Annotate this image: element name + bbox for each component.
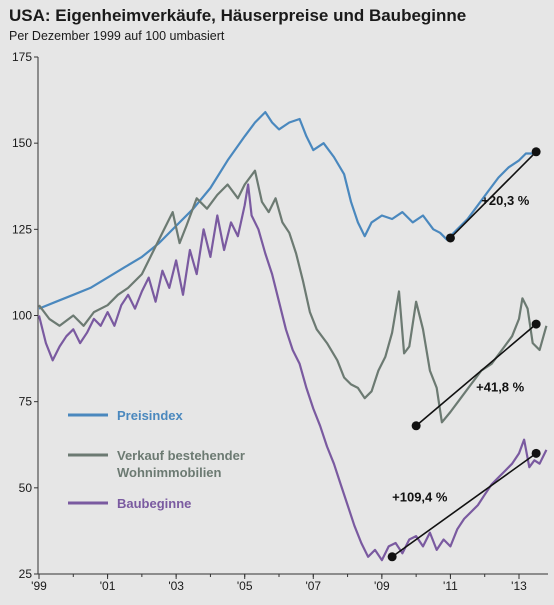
legend-label-2-line2: Wohnimmobilien: [117, 465, 222, 480]
y-tick-label: 175: [12, 50, 32, 64]
trend-start-dot-1: [445, 233, 455, 243]
trend-label-1: +20,3 %: [481, 193, 530, 208]
y-tick-label: 100: [12, 309, 32, 323]
trend-end-dot-1: [531, 147, 541, 157]
trend-line-2: [415, 323, 537, 427]
trend-end-dot-2: [531, 319, 541, 329]
y-tick-label: 50: [19, 481, 33, 495]
chart-title: USA: Eigenheimverkäufe, Häuserpreise und…: [9, 6, 467, 25]
y-tick-label: 75: [19, 395, 33, 409]
legend-label-3: Baubeginne: [117, 496, 191, 511]
trend-end-dot-3: [531, 448, 541, 458]
x-tick-label: '03: [168, 579, 184, 593]
legend-label-2: Verkauf bestehender: [117, 448, 245, 463]
x-tick-label: '01: [100, 579, 116, 593]
x-tick-label: '99: [31, 579, 47, 593]
trend-start-dot-3: [387, 552, 397, 562]
trend-label-3: +109,4 %: [392, 490, 448, 505]
chart-subtitle: Per Dezember 1999 auf 100 umbasiert: [9, 29, 225, 43]
trend-start-dot-2: [411, 421, 421, 431]
x-tick-label: '09: [374, 579, 390, 593]
trend-line-1: [449, 151, 537, 239]
trend-label-2: +41,8 %: [476, 379, 525, 394]
legend-label-1: Preisindex: [117, 408, 184, 423]
series-line-3: [37, 183, 548, 562]
x-tick-label: '07: [305, 579, 321, 593]
trend-line-3: [391, 452, 537, 558]
x-tick-label: '05: [237, 579, 253, 593]
series-line-1: [38, 111, 535, 310]
series-line-2: [38, 169, 548, 424]
y-tick-label: 125: [12, 222, 32, 236]
x-tick-label: '13: [511, 579, 527, 593]
y-tick-label: 150: [12, 136, 32, 150]
y-tick-label: 25: [19, 567, 33, 581]
x-tick-label: '11: [443, 579, 458, 593]
